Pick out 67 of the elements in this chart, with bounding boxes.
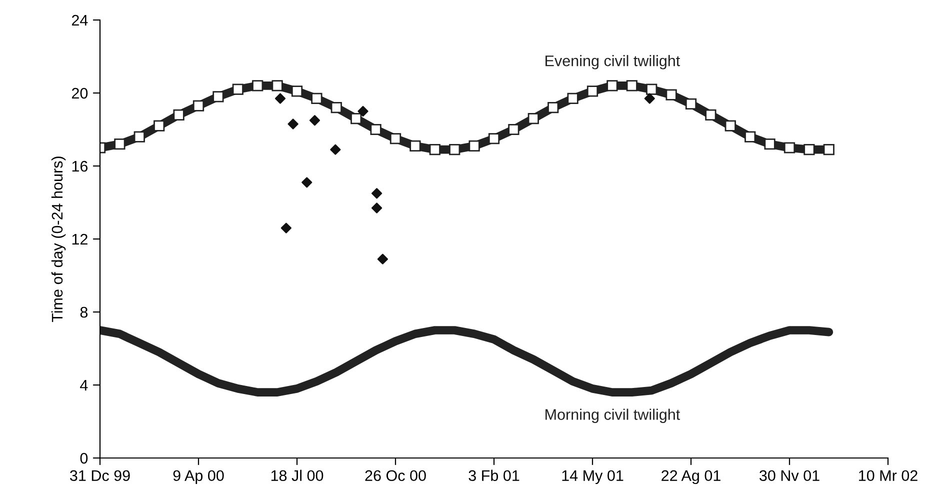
point (232, 84, 244, 95)
y-tick-label: 0 (80, 452, 88, 464)
x-tick-label: 9 Ap 00 (173, 470, 224, 484)
point (705, 109, 716, 120)
point (646, 84, 658, 95)
point (291, 86, 303, 97)
point (330, 144, 341, 155)
point (371, 188, 382, 199)
point (784, 142, 796, 154)
y-tick-label: 24 (72, 14, 88, 26)
point (685, 98, 697, 110)
x-tick-label: 14 My 01 (562, 470, 624, 484)
series-label: Evening civil twilight (546, 55, 680, 70)
y-tick-label: 12 (72, 234, 88, 245)
point (311, 92, 322, 104)
point (288, 118, 298, 130)
point (377, 254, 388, 264)
point (330, 102, 342, 114)
point (252, 80, 264, 92)
point (528, 112, 539, 124)
point (114, 138, 126, 150)
point (429, 144, 440, 156)
point (626, 80, 638, 92)
point (212, 91, 224, 102)
point (358, 106, 368, 117)
point (508, 124, 520, 136)
point (134, 131, 145, 142)
point (274, 93, 286, 104)
x-tick-label: 3 Fb 01 (468, 470, 520, 482)
x-tick-label: 18 Jl 00 (271, 470, 324, 482)
point (280, 222, 292, 234)
point (192, 100, 204, 112)
point (371, 202, 382, 214)
point (370, 124, 382, 136)
x-tick-label: 22 Ag 01 (662, 470, 720, 484)
y-tick-label: 8 (80, 306, 88, 318)
x-tick-label: 10 Mr 02 (859, 470, 918, 482)
point (823, 144, 834, 156)
point (644, 93, 655, 104)
point (350, 112, 362, 124)
x-tick-label: 30 Nv 01 (760, 470, 820, 482)
x-tick-label: 31 Dc 99 (70, 470, 130, 482)
point (154, 120, 165, 132)
point (468, 140, 480, 152)
point (586, 86, 598, 97)
point (548, 102, 559, 114)
y-tick-label: 4 (80, 380, 88, 391)
point (272, 80, 283, 92)
point (764, 138, 776, 150)
point (804, 144, 815, 156)
y-tick-label: 20 (72, 88, 88, 99)
point (173, 109, 184, 120)
x-tick-label: 26 Oc 00 (365, 470, 426, 482)
point (567, 92, 578, 104)
point (309, 115, 320, 126)
series-label: Morning civil twilight (546, 408, 680, 423)
point (302, 177, 312, 188)
point (744, 131, 756, 142)
y-tick-label: 16 (72, 160, 88, 172)
point (410, 140, 421, 152)
point (724, 120, 736, 132)
point (606, 80, 618, 92)
point (666, 89, 677, 100)
y-axis-title: Time of day (0-24 hours) (51, 156, 66, 322)
point (449, 144, 460, 156)
point (488, 133, 500, 144)
point (390, 133, 402, 144)
